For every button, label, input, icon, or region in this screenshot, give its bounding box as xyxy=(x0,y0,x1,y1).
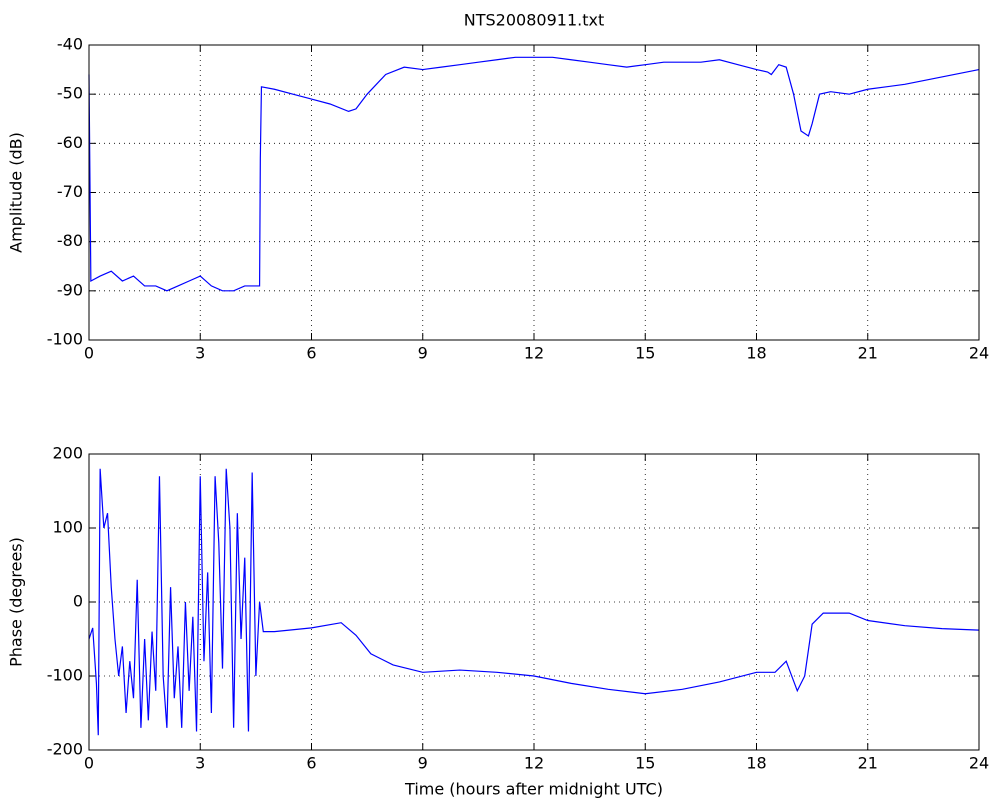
x-tick-label: 6 xyxy=(306,754,316,773)
y-tick-label: 100 xyxy=(52,518,83,537)
x-tick-label: 3 xyxy=(195,344,205,363)
y-tick-label: -70 xyxy=(57,182,83,201)
x-axis-label: Time (hours after midnight UTC) xyxy=(404,780,663,799)
x-tick-label: 15 xyxy=(635,754,655,773)
y-tick-label: -60 xyxy=(57,133,83,152)
y-tick-label: 200 xyxy=(52,444,83,463)
x-tick-label: 12 xyxy=(524,754,544,773)
y-axis-label: Amplitude (dB) xyxy=(7,132,26,253)
x-tick-label: 0 xyxy=(84,754,94,773)
x-tick-label: 0 xyxy=(84,344,94,363)
x-tick-label: 21 xyxy=(858,344,878,363)
x-tick-label: 12 xyxy=(524,344,544,363)
plot-frame xyxy=(88,453,980,751)
chart-title: NTS20080911.txt xyxy=(464,11,604,30)
x-tick-label: 18 xyxy=(746,344,766,363)
x-tick-label: 24 xyxy=(969,754,989,773)
x-tick-label: 15 xyxy=(635,344,655,363)
x-tick-label: 24 xyxy=(969,344,989,363)
x-tick-label: 3 xyxy=(195,754,205,773)
x-tick-label: 18 xyxy=(746,754,766,773)
x-tick-label: 21 xyxy=(858,754,878,773)
y-tick-label: -80 xyxy=(57,231,83,250)
y-tick-label: -40 xyxy=(57,35,83,54)
data-line xyxy=(88,468,980,736)
x-tick-label: 6 xyxy=(306,344,316,363)
x-tick-label: 9 xyxy=(418,344,428,363)
data-line xyxy=(88,56,980,292)
y-tick-label: -50 xyxy=(57,84,83,103)
y-tick-label: -100 xyxy=(47,666,83,685)
plot-frame xyxy=(88,44,980,341)
y-tick-label: -100 xyxy=(47,330,83,349)
y-axis-label: Phase (degrees) xyxy=(7,537,26,667)
x-tick-label: 9 xyxy=(418,754,428,773)
y-tick-label: -90 xyxy=(57,280,83,299)
y-tick-label: -200 xyxy=(47,740,83,759)
y-tick-label: 0 xyxy=(73,592,83,611)
